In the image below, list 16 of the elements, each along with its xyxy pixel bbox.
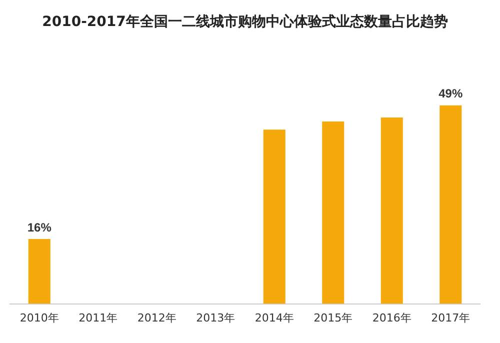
- x-tick-label: 2017年: [431, 311, 470, 324]
- x-tick-label: 2013年: [196, 311, 236, 324]
- data-label: 16%: [27, 220, 52, 234]
- x-tick-label: 2010年: [20, 311, 59, 324]
- bar: [263, 130, 286, 304]
- bar: [440, 105, 462, 304]
- x-tick-label: 2012年: [137, 311, 176, 324]
- bar: [380, 118, 403, 304]
- data-label: 49%: [438, 86, 463, 101]
- x-tick-label: 2016年: [372, 311, 412, 324]
- x-tick-label: 2011年: [78, 311, 118, 324]
- x-tick-label: 2014年: [254, 311, 294, 324]
- bar: [322, 122, 344, 304]
- x-tick-label: 2015年: [314, 311, 353, 324]
- bar: [28, 239, 50, 304]
- chart-title: 2010-2017年全国一二线城市购物中心体验式业态数量占比趋势: [42, 13, 448, 30]
